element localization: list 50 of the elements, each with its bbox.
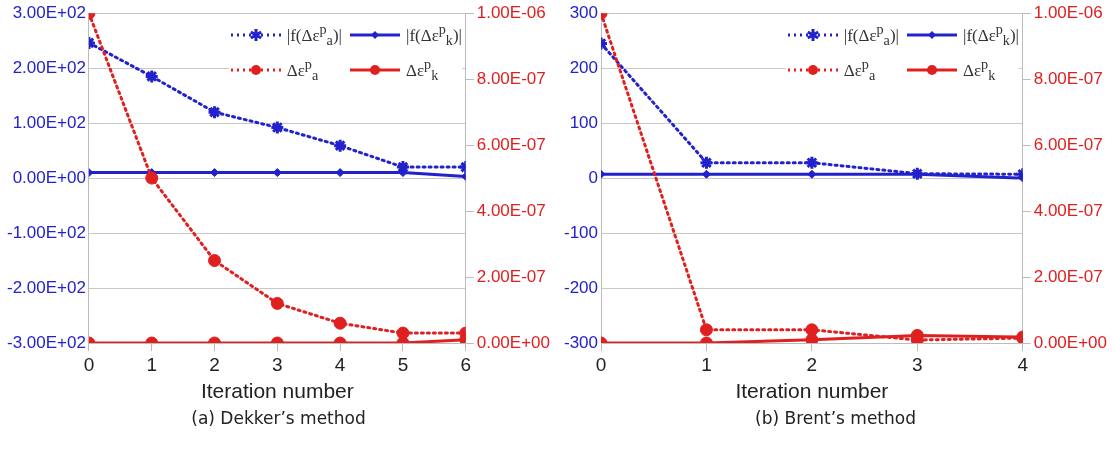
y2-tick-label: 4.00E-07 bbox=[1033, 200, 1103, 220]
x-tick-label: 6 bbox=[460, 353, 472, 375]
y-tick-label: 100 bbox=[569, 112, 599, 132]
y-tick-label: -300 bbox=[563, 332, 599, 352]
y2-tick-label: 1.00E-06 bbox=[476, 2, 546, 22]
x-tick-label: 4 bbox=[1017, 353, 1029, 375]
y2-tick-label: 8.00E-07 bbox=[1033, 68, 1103, 88]
point bbox=[807, 169, 817, 179]
point bbox=[269, 120, 285, 136]
legend-label: |f(Δε$^{p}$$_{a}$)| bbox=[843, 20, 899, 51]
y-tick-label: -100 bbox=[563, 222, 599, 242]
x-tick-label: 2 bbox=[209, 353, 220, 375]
y-tick-label: 200 bbox=[569, 57, 599, 77]
y-tick-label: 1.00E+02 bbox=[12, 112, 86, 132]
y-tick-label: 3.00E+02 bbox=[12, 2, 86, 22]
text: (a) Dekker’s method bbox=[190, 408, 367, 428]
y2-tick-label: 6.00E-07 bbox=[1033, 134, 1103, 154]
point bbox=[207, 104, 223, 120]
y-tick-label: -3.00E+02 bbox=[6, 332, 86, 352]
y2-tick-label: 1.00E-06 bbox=[1033, 2, 1103, 22]
legend-label: |f(Δε$^{p}$$_{a}$)| bbox=[286, 20, 342, 51]
x-tick-label: 5 bbox=[397, 353, 409, 375]
y-tick-label: -1.00E+02 bbox=[6, 222, 86, 242]
y2-tick-label: 4.00E-07 bbox=[476, 200, 546, 220]
x-tick-label: 4 bbox=[334, 353, 346, 375]
y-tick-label: 0 bbox=[588, 167, 599, 187]
point bbox=[805, 333, 819, 343]
x-tick-label: 3 bbox=[912, 353, 923, 375]
x-axis-title: Iteration number bbox=[735, 379, 889, 403]
y-tick-label: 0.00E+00 bbox=[12, 167, 86, 187]
point bbox=[144, 68, 160, 84]
x-tick-label: 1 bbox=[146, 353, 158, 375]
y2-tick-label: 8.00E-07 bbox=[476, 68, 546, 88]
y-tick-label: 2.00E+02 bbox=[12, 57, 86, 77]
y2-tick-label: 2.00E-07 bbox=[476, 266, 546, 286]
point bbox=[332, 138, 348, 154]
y2-tick-label: 2.00E-07 bbox=[1033, 266, 1103, 286]
x-tick-label: 3 bbox=[272, 353, 283, 375]
legend-label: |f(Δε$^{p}$$_{k}$)| bbox=[405, 20, 463, 51]
x-tick-label: 2 bbox=[806, 353, 818, 375]
y-tick-label: -2.00E+02 bbox=[6, 277, 86, 297]
y2-tick-label: 0.00E+00 bbox=[476, 332, 550, 352]
y2-tick-label: 0.00E+00 bbox=[1033, 332, 1107, 352]
y2-tick-label: 6.00E-07 bbox=[476, 134, 546, 154]
x-tick-label: 1 bbox=[701, 353, 712, 375]
legend-label: |f(Δε$^{p}$$_{k}$)| bbox=[962, 20, 1020, 51]
y-tick-label: -200 bbox=[563, 277, 599, 297]
x-axis-title: Iteration number bbox=[200, 379, 354, 403]
y-tick-label: 300 bbox=[569, 2, 599, 22]
text: (b) Brent’s method bbox=[754, 408, 917, 428]
